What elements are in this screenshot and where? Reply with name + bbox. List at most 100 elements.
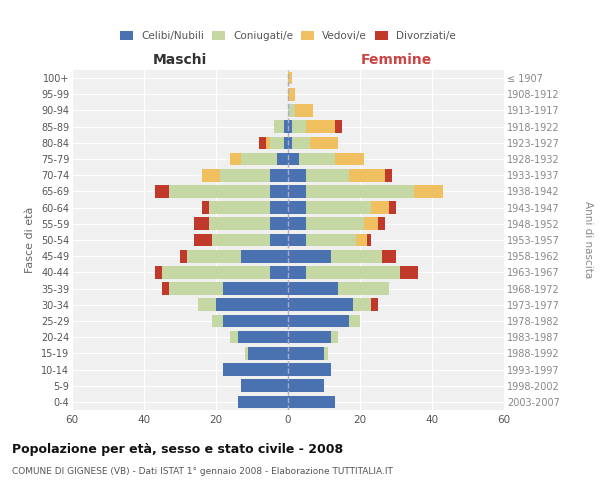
- Bar: [299, 152, 335, 166]
- Bar: [288, 363, 331, 376]
- Bar: [274, 120, 284, 133]
- Bar: [335, 120, 342, 133]
- Bar: [378, 218, 385, 230]
- Bar: [288, 152, 299, 166]
- Bar: [277, 152, 288, 166]
- Bar: [400, 266, 418, 278]
- Bar: [223, 282, 288, 295]
- Bar: [270, 266, 288, 278]
- Bar: [288, 314, 349, 328]
- Bar: [382, 250, 396, 262]
- Bar: [198, 298, 216, 311]
- Bar: [209, 218, 270, 230]
- Bar: [295, 104, 313, 117]
- Bar: [270, 234, 288, 246]
- Bar: [284, 120, 288, 133]
- Bar: [288, 347, 324, 360]
- Bar: [230, 152, 241, 166]
- Bar: [270, 169, 288, 181]
- Bar: [349, 314, 360, 328]
- Legend: Celibi/Nubili, Coniugati/e, Vedovi/e, Divorziati/e: Celibi/Nubili, Coniugati/e, Vedovi/e, Di…: [120, 31, 456, 41]
- Bar: [331, 250, 382, 262]
- Bar: [209, 202, 270, 214]
- Bar: [349, 169, 385, 181]
- Bar: [223, 314, 288, 328]
- Bar: [155, 266, 162, 278]
- Bar: [335, 152, 364, 166]
- Bar: [288, 282, 338, 295]
- Text: Popolazione per età, sesso e stato civile - 2008: Popolazione per età, sesso e stato civil…: [12, 442, 343, 456]
- Bar: [306, 202, 371, 214]
- Bar: [223, 363, 288, 376]
- Bar: [288, 120, 292, 133]
- Bar: [292, 136, 310, 149]
- Bar: [194, 234, 212, 246]
- Bar: [306, 266, 400, 278]
- Bar: [367, 234, 371, 246]
- Bar: [306, 234, 356, 246]
- Bar: [288, 250, 331, 262]
- Text: Maschi: Maschi: [153, 53, 207, 67]
- Bar: [288, 185, 306, 198]
- Bar: [288, 396, 335, 408]
- Bar: [371, 202, 389, 214]
- Bar: [241, 152, 277, 166]
- Bar: [270, 218, 288, 230]
- Bar: [266, 136, 270, 149]
- Bar: [306, 218, 364, 230]
- Bar: [371, 298, 378, 311]
- Bar: [288, 136, 292, 149]
- Bar: [169, 282, 223, 295]
- Bar: [220, 169, 270, 181]
- Bar: [288, 202, 306, 214]
- Bar: [385, 169, 392, 181]
- Bar: [270, 202, 288, 214]
- Bar: [169, 185, 270, 198]
- Bar: [288, 218, 306, 230]
- Bar: [324, 347, 328, 360]
- Bar: [288, 234, 306, 246]
- Bar: [212, 314, 223, 328]
- Bar: [180, 250, 187, 262]
- Bar: [288, 331, 331, 344]
- Bar: [306, 120, 335, 133]
- Bar: [338, 282, 389, 295]
- Bar: [194, 218, 209, 230]
- Bar: [353, 298, 371, 311]
- Bar: [241, 380, 288, 392]
- Bar: [202, 202, 209, 214]
- Bar: [288, 169, 306, 181]
- Bar: [288, 104, 295, 117]
- Bar: [187, 250, 241, 262]
- Bar: [288, 266, 306, 278]
- Bar: [364, 218, 378, 230]
- Bar: [248, 347, 288, 360]
- Bar: [306, 185, 414, 198]
- Bar: [310, 136, 338, 149]
- Bar: [414, 185, 443, 198]
- Bar: [212, 234, 270, 246]
- Bar: [216, 298, 288, 311]
- Bar: [238, 331, 288, 344]
- Bar: [202, 169, 220, 181]
- Text: Femmine: Femmine: [361, 53, 431, 67]
- Text: Anni di nascita: Anni di nascita: [583, 202, 593, 278]
- Bar: [162, 282, 169, 295]
- Bar: [270, 136, 284, 149]
- Bar: [331, 331, 338, 344]
- Bar: [241, 250, 288, 262]
- Bar: [288, 380, 324, 392]
- Bar: [162, 266, 270, 278]
- Bar: [155, 185, 169, 198]
- Y-axis label: Fasce di età: Fasce di età: [25, 207, 35, 273]
- Bar: [288, 298, 353, 311]
- Bar: [356, 234, 367, 246]
- Bar: [284, 136, 288, 149]
- Bar: [389, 202, 396, 214]
- Bar: [259, 136, 266, 149]
- Bar: [270, 185, 288, 198]
- Text: COMUNE DI GIGNESE (VB) - Dati ISTAT 1° gennaio 2008 - Elaborazione TUTTITALIA.IT: COMUNE DI GIGNESE (VB) - Dati ISTAT 1° g…: [12, 468, 393, 476]
- Bar: [230, 331, 238, 344]
- Bar: [288, 72, 292, 85]
- Bar: [238, 396, 288, 408]
